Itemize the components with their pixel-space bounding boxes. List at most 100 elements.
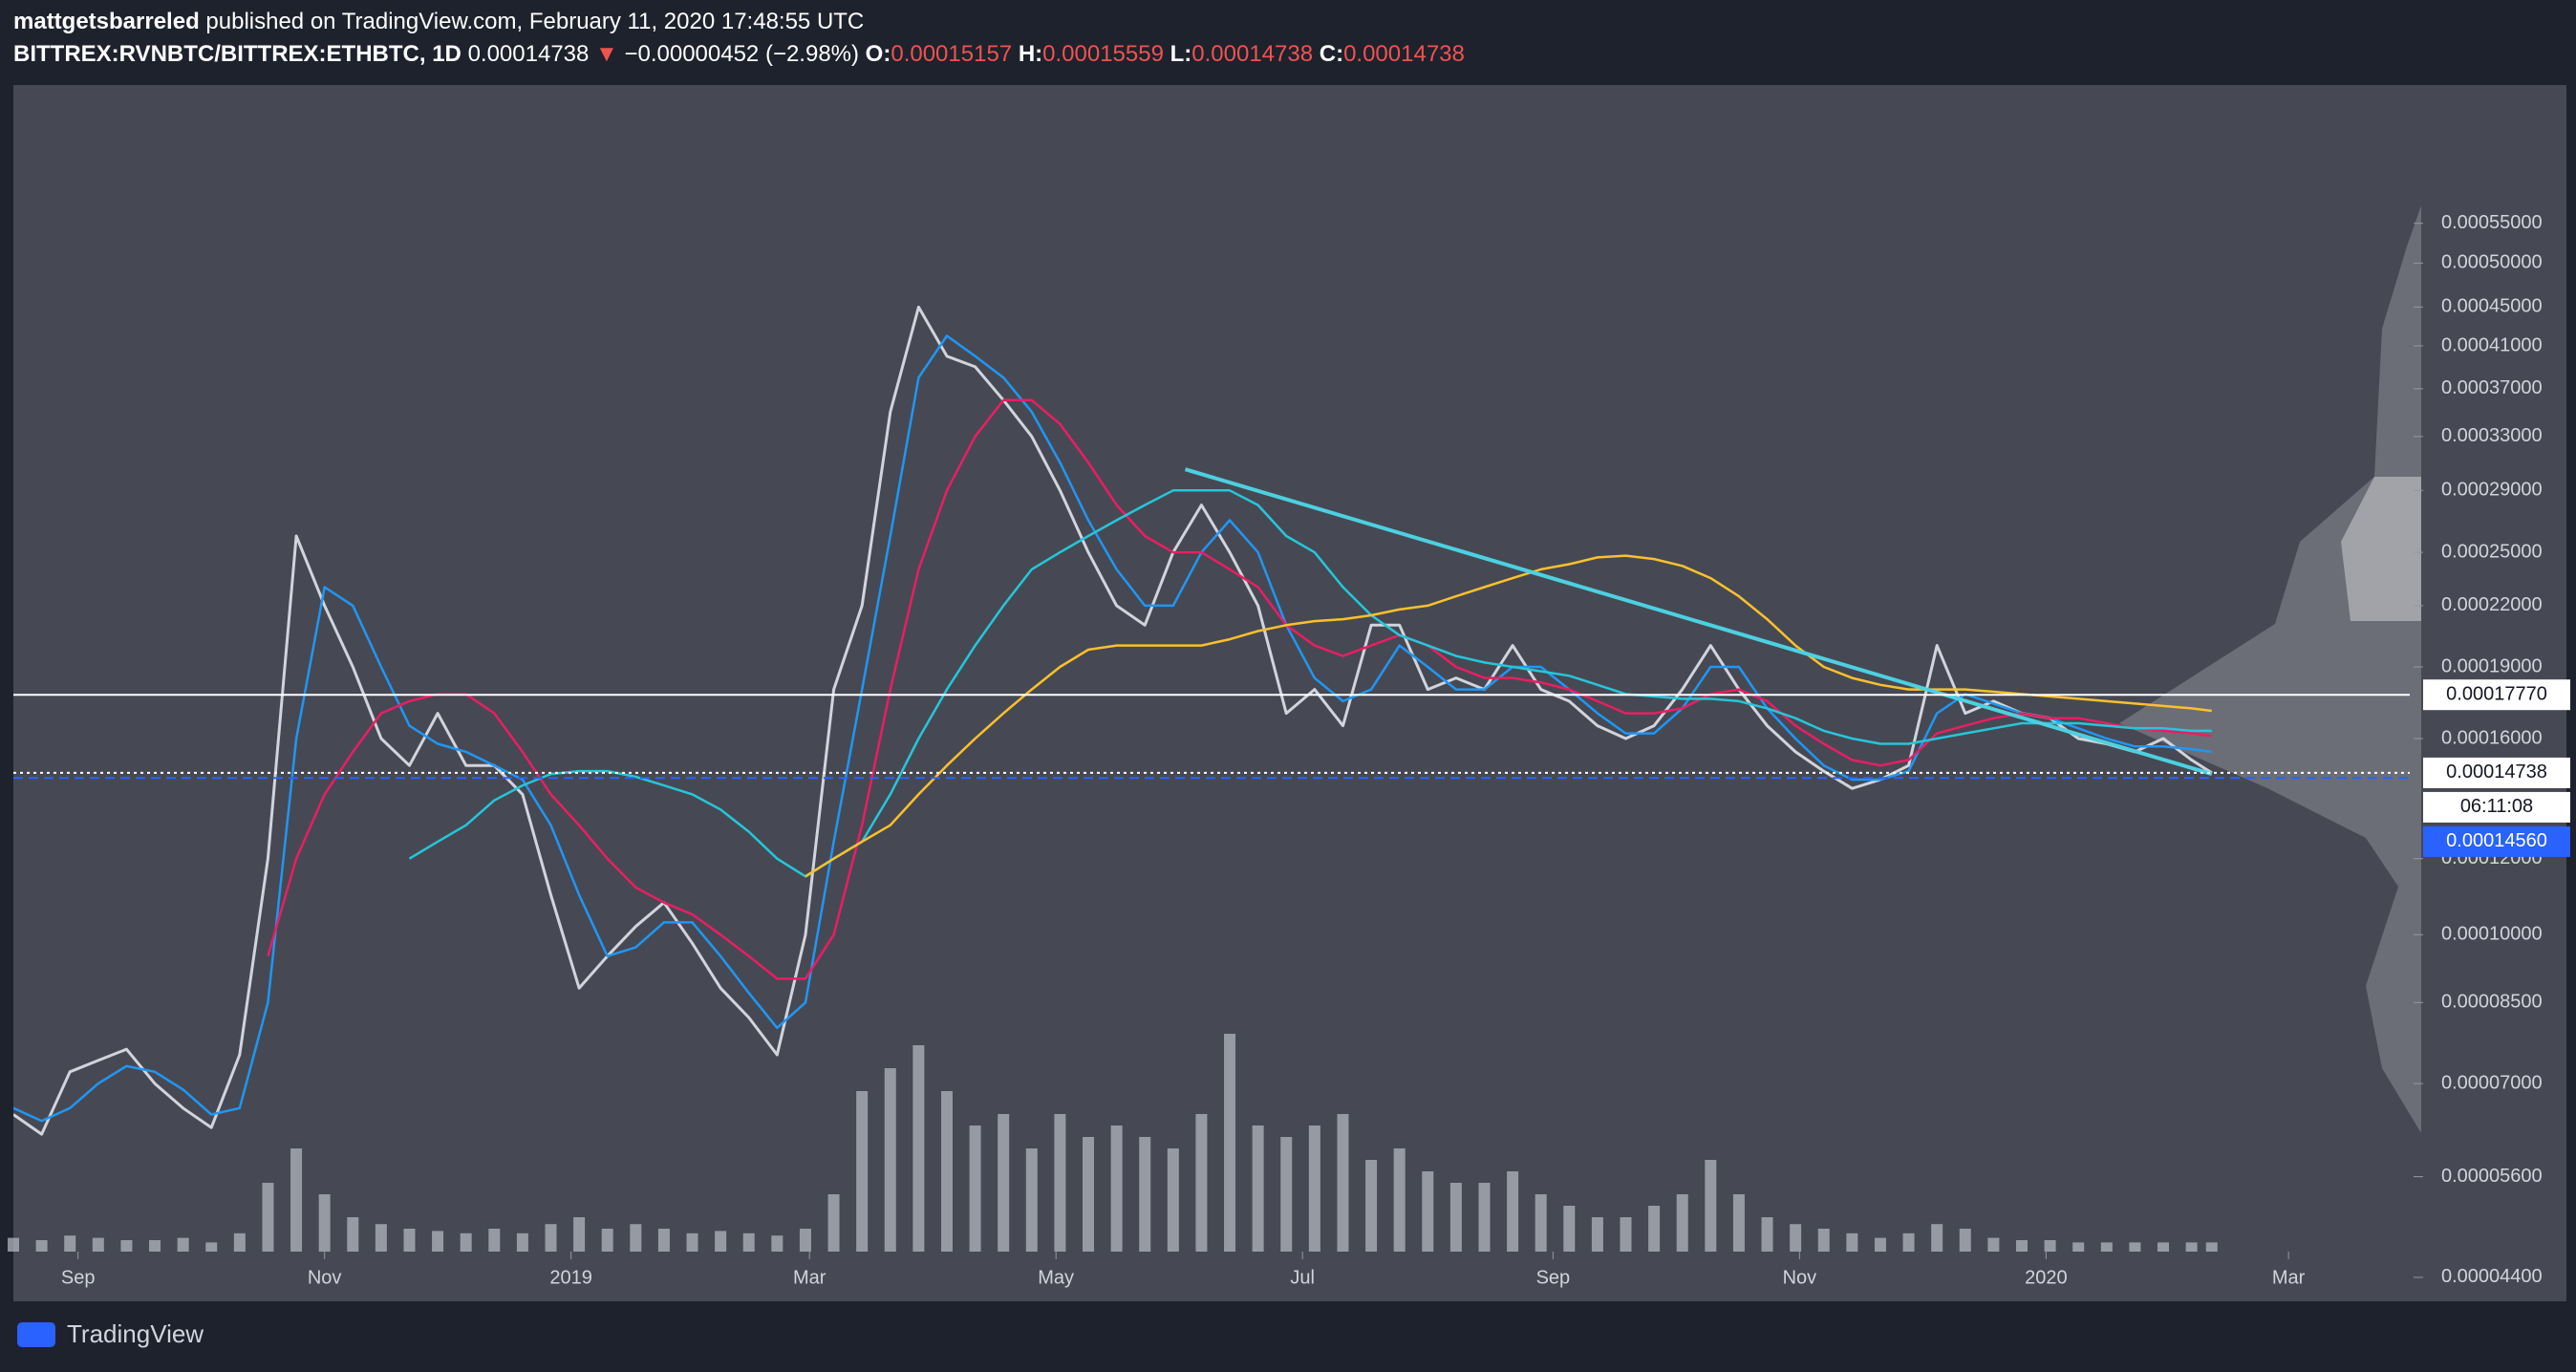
volume-bar	[2015, 1240, 2028, 1252]
change: −0.00000452 (−2.98%)	[624, 41, 859, 67]
volume-bar	[2205, 1242, 2218, 1252]
volume-bar	[856, 1091, 869, 1252]
volume-bar	[630, 1224, 642, 1252]
header: mattgetsbarreled published on TradingVie…	[13, 6, 1465, 71]
moving-average	[408, 489, 2212, 878]
volume-bar	[233, 1233, 246, 1252]
price-line	[13, 305, 2213, 1136]
volume-bar	[1676, 1194, 1688, 1252]
volume-bar	[2100, 1242, 2113, 1252]
volume-bar	[120, 1240, 133, 1252]
brand-logo	[17, 1322, 55, 1347]
volume-bar	[998, 1114, 1010, 1252]
volume-bar	[771, 1235, 784, 1252]
x-tick-label: Nov	[308, 1267, 342, 1288]
volume-bar	[912, 1045, 925, 1252]
price-label: 0.00014738	[2446, 761, 2547, 782]
volume-bar	[2185, 1242, 2198, 1252]
open-label: O:	[865, 41, 891, 67]
volume-bar	[1959, 1229, 1971, 1252]
price-label: 0.00017770	[2446, 683, 2547, 704]
volume-bar	[1790, 1224, 1802, 1252]
volume-bar	[1422, 1171, 1434, 1252]
volume-bar	[205, 1242, 218, 1252]
x-tick-label: May	[1038, 1267, 1074, 1288]
volume-bar	[460, 1233, 472, 1252]
volume-bar	[64, 1235, 76, 1252]
volume-bar	[92, 1237, 104, 1252]
volume-bar	[1846, 1233, 1858, 1252]
volume-bar	[403, 1229, 416, 1252]
volume-bar	[8, 1237, 19, 1252]
volume-bar	[1110, 1125, 1123, 1252]
volume-bar	[1083, 1137, 1095, 1252]
volume-bar	[1449, 1183, 1462, 1252]
volume-bar	[573, 1217, 586, 1252]
y-tick-label: 0.00025000	[2441, 541, 2543, 562]
volume-bar	[516, 1233, 528, 1252]
volume-bar	[545, 1224, 557, 1252]
low-label: L:	[1170, 41, 1192, 67]
volume-bar	[1620, 1217, 1632, 1252]
price-label-box	[2423, 679, 2570, 711]
volume-bar	[1705, 1160, 1717, 1252]
y-tick-label: 0.00041000	[2441, 334, 2543, 355]
x-tick-label: Mar	[2272, 1267, 2306, 1288]
trendline	[1184, 467, 2213, 777]
volume-bar	[1931, 1224, 1943, 1252]
y-tick-label: 0.00022000	[2441, 594, 2543, 615]
volume-bar	[969, 1125, 981, 1252]
y-tick-label: 0.00008500	[2441, 992, 2543, 1013]
volume-bar	[1648, 1206, 1661, 1252]
volume-bar	[2129, 1242, 2141, 1252]
volume-bar	[2157, 1242, 2170, 1252]
moving-average	[805, 554, 2212, 878]
volume-profile-highlight	[2341, 477, 2421, 621]
volume-bar	[1224, 1034, 1236, 1252]
volume-bar	[1507, 1171, 1519, 1252]
volume-bar	[1308, 1125, 1320, 1252]
countdown-box	[2423, 791, 2570, 823]
volume-bar	[2044, 1240, 2056, 1252]
header-line-2: BITTREX:RVNBTC/BITTREX:ETHBTC, 1D 0.0001…	[13, 38, 1465, 71]
volume-bar	[290, 1148, 303, 1252]
volume-bar	[884, 1068, 896, 1252]
brand: TradingView	[67, 1319, 204, 1348]
volume-bar	[318, 1194, 331, 1252]
volume-bar	[35, 1240, 48, 1252]
y-tick-label: 0.00007000	[2441, 1072, 2543, 1093]
x-tick-label: 2020	[2025, 1267, 2068, 1288]
published: published on TradingView.com, February 1…	[199, 9, 865, 34]
y-tick-label: 0.00033000	[2441, 425, 2543, 446]
volume-bar	[1054, 1114, 1066, 1252]
volume-bar	[1252, 1125, 1264, 1252]
countdown: 06:11:08	[2460, 796, 2533, 817]
volume-bar	[715, 1231, 727, 1252]
price-label-box	[2423, 825, 2570, 857]
x-tick-label: Sep	[61, 1267, 96, 1288]
down-arrow: ▼	[595, 41, 618, 67]
volume-bar	[1817, 1229, 1830, 1252]
y-tick-label: 0.00055000	[2441, 212, 2543, 233]
volume-profile	[2119, 205, 2421, 1133]
volume-bar	[1761, 1217, 1773, 1252]
volume-bar	[488, 1229, 501, 1252]
volume-bar	[1365, 1160, 1378, 1252]
volume-bar	[1393, 1148, 1406, 1252]
symbol: BITTREX:RVNBTC/BITTREX:ETHBTC, 1D	[13, 41, 462, 67]
volume-bar	[177, 1237, 189, 1252]
volume-bar	[375, 1224, 387, 1252]
volume-bar	[1874, 1237, 1886, 1252]
header-line-1: mattgetsbarreled published on TradingVie…	[13, 6, 1465, 38]
y-tick-label: 0.00019000	[2441, 655, 2543, 676]
volume-bar	[601, 1229, 613, 1252]
y-tick-label: 0.00010000	[2441, 924, 2543, 945]
volume-bar	[686, 1233, 698, 1252]
close: 0.00014738	[1343, 41, 1465, 67]
last-price: 0.00014738	[467, 41, 590, 67]
volume-bar	[262, 1183, 274, 1252]
volume-bar	[940, 1091, 953, 1252]
volume-bar	[149, 1240, 161, 1252]
